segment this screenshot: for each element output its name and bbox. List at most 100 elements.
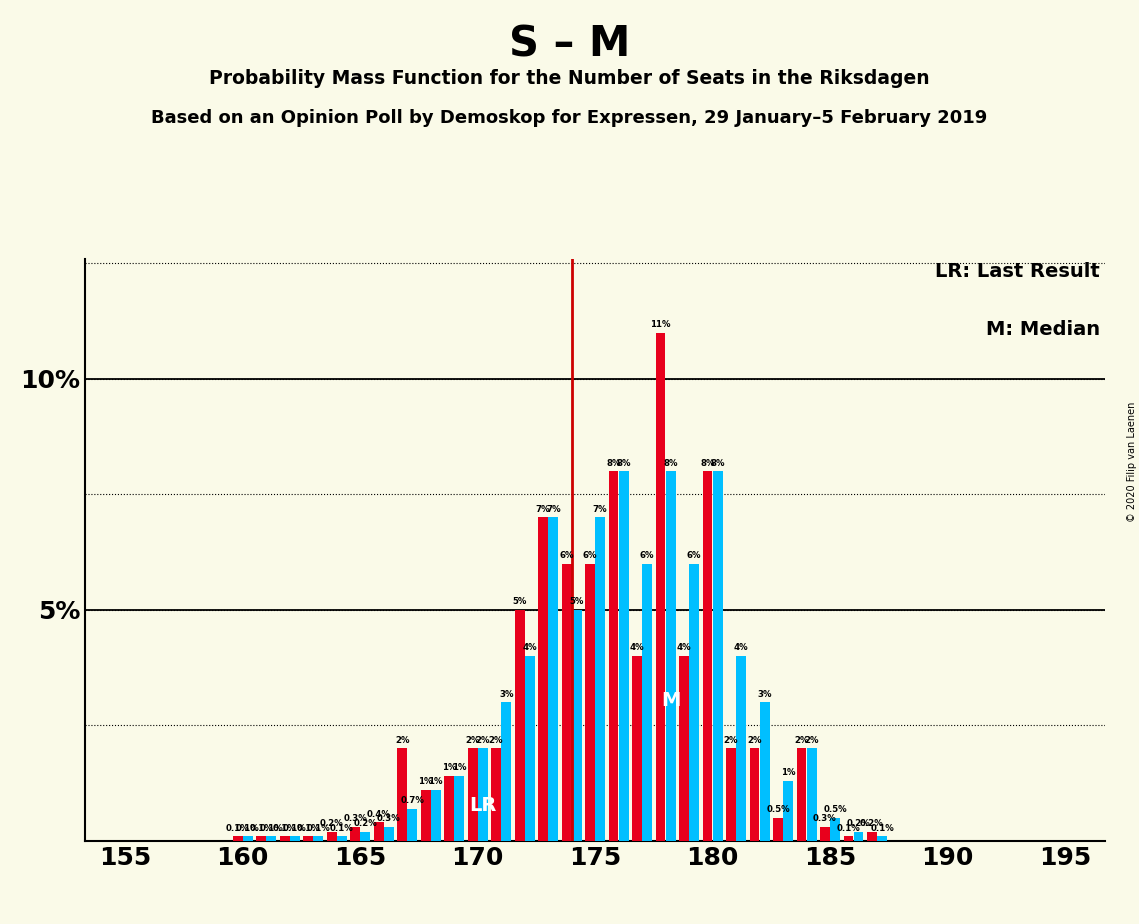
Bar — [679, 656, 689, 841]
Text: 0.1%: 0.1% — [236, 823, 260, 833]
Text: LR: LR — [469, 796, 497, 815]
Bar — [491, 748, 501, 841]
Text: 1%: 1% — [418, 777, 433, 786]
Text: 3%: 3% — [757, 689, 772, 699]
Text: 0.3%: 0.3% — [343, 814, 367, 823]
Bar — [313, 836, 323, 841]
Bar — [665, 471, 675, 841]
Text: 5%: 5% — [570, 597, 584, 606]
Text: 0.3%: 0.3% — [813, 814, 837, 823]
Bar — [243, 836, 253, 841]
Bar — [877, 836, 887, 841]
Text: 8%: 8% — [711, 458, 724, 468]
Text: M: M — [661, 691, 680, 710]
Text: 0.1%: 0.1% — [249, 823, 273, 833]
Text: 0.2%: 0.2% — [860, 819, 884, 828]
Bar — [267, 836, 277, 841]
Text: 0.1%: 0.1% — [870, 823, 894, 833]
Text: 2%: 2% — [747, 736, 762, 745]
Bar — [548, 517, 558, 841]
Bar — [760, 702, 770, 841]
Bar — [374, 822, 384, 841]
Text: 2%: 2% — [466, 736, 480, 745]
Bar — [689, 564, 699, 841]
Text: 1%: 1% — [781, 768, 795, 777]
Bar — [596, 517, 605, 841]
Text: 0.2%: 0.2% — [320, 819, 344, 828]
Bar — [773, 818, 782, 841]
Bar — [256, 836, 267, 841]
Text: LR: Last Result: LR: Last Result — [935, 261, 1100, 281]
Text: 0.7%: 0.7% — [400, 796, 424, 805]
Text: 7%: 7% — [593, 505, 607, 514]
Text: 0.1%: 0.1% — [282, 823, 306, 833]
Text: 2%: 2% — [794, 736, 809, 745]
Text: 0.2%: 0.2% — [353, 819, 377, 828]
Text: 8%: 8% — [616, 458, 631, 468]
Text: 6%: 6% — [640, 551, 655, 560]
Text: 0.1%: 0.1% — [273, 823, 296, 833]
Text: 4%: 4% — [630, 643, 645, 652]
Text: 8%: 8% — [700, 458, 715, 468]
Text: 6%: 6% — [687, 551, 702, 560]
Bar — [749, 748, 760, 841]
Text: 4%: 4% — [734, 643, 748, 652]
Bar — [232, 836, 243, 841]
Text: 0.1%: 0.1% — [330, 823, 354, 833]
Text: 0.3%: 0.3% — [377, 814, 401, 823]
Text: 11%: 11% — [650, 320, 671, 329]
Text: 7%: 7% — [535, 505, 550, 514]
Text: 1%: 1% — [442, 763, 457, 772]
Text: 3%: 3% — [499, 689, 514, 699]
Bar — [608, 471, 618, 841]
Bar — [867, 832, 877, 841]
Bar — [618, 471, 629, 841]
Bar — [468, 748, 477, 841]
Bar — [408, 808, 417, 841]
Text: Based on an Opinion Poll by Demoskop for Expressen, 29 January–5 February 2019: Based on an Opinion Poll by Demoskop for… — [151, 109, 988, 127]
Bar — [726, 748, 736, 841]
Text: 0.4%: 0.4% — [367, 809, 391, 819]
Bar — [632, 656, 642, 841]
Bar — [572, 610, 582, 841]
Bar — [806, 748, 817, 841]
Text: 4%: 4% — [523, 643, 536, 652]
Bar — [796, 748, 806, 841]
Text: 0.1%: 0.1% — [296, 823, 320, 833]
Text: 0.5%: 0.5% — [823, 805, 847, 814]
Text: 1%: 1% — [452, 763, 467, 772]
Bar — [420, 790, 431, 841]
Bar — [398, 748, 407, 841]
Bar — [820, 827, 830, 841]
Bar — [656, 333, 665, 841]
Bar — [454, 776, 465, 841]
Bar — [384, 827, 394, 841]
Text: 6%: 6% — [583, 551, 597, 560]
Text: 4%: 4% — [677, 643, 691, 652]
Text: 2%: 2% — [395, 736, 409, 745]
Bar — [830, 818, 839, 841]
Bar — [853, 832, 863, 841]
Bar — [538, 517, 548, 841]
Text: M: Median: M: Median — [985, 320, 1100, 339]
Text: 2%: 2% — [489, 736, 503, 745]
Bar — [303, 836, 313, 841]
Text: 7%: 7% — [546, 505, 560, 514]
Bar — [784, 781, 793, 841]
Bar — [327, 832, 337, 841]
Text: 2%: 2% — [475, 736, 490, 745]
Text: 6%: 6% — [559, 551, 574, 560]
Text: 0.1%: 0.1% — [306, 823, 330, 833]
Text: © 2020 Filip van Laenen: © 2020 Filip van Laenen — [1126, 402, 1137, 522]
Text: Probability Mass Function for the Number of Seats in the Riksdagen: Probability Mass Function for the Number… — [210, 69, 929, 89]
Bar — [431, 790, 441, 841]
Bar — [280, 836, 289, 841]
Text: 1%: 1% — [428, 777, 443, 786]
Text: 0.2%: 0.2% — [846, 819, 870, 828]
Text: 5%: 5% — [513, 597, 527, 606]
Bar — [444, 776, 454, 841]
Text: 0.1%: 0.1% — [836, 823, 860, 833]
Bar — [844, 836, 853, 841]
Text: 2%: 2% — [804, 736, 819, 745]
Bar — [642, 564, 653, 841]
